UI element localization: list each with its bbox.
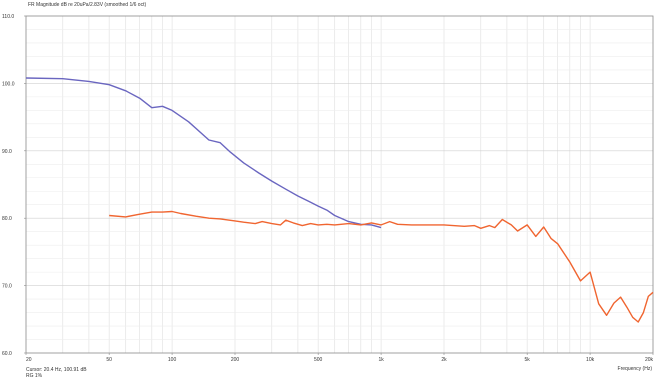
x-tick-label: 5k — [525, 357, 531, 363]
y-tick-label: 100.0 — [2, 81, 15, 87]
x-tick-label: 20 — [26, 357, 32, 363]
series-line-2 — [109, 210, 654, 323]
series-layer — [25, 77, 654, 323]
x-tick-label: 50 — [106, 357, 112, 363]
x-tick-label: 20k — [645, 357, 654, 363]
x-axis-label: Frequency (Hz) — [618, 366, 653, 372]
x-axis-ticks: 20 50 100 200 500 1k 2k 5k 10k 20k — [25, 353, 654, 363]
y-tick-label: 110.0 — [2, 14, 14, 20]
x-tick-label: 500 — [314, 357, 323, 363]
y-tick-label: 70.0 — [2, 284, 12, 290]
y-tick-label: 80.0 — [2, 216, 12, 222]
x-tick-label: 1k — [378, 357, 384, 363]
y-axis-ticks: 60.0 70.0 80.0 90.0 100.0 110.0 — [2, 14, 26, 357]
x-tick-label: 10k — [586, 357, 595, 363]
grid — [26, 16, 653, 353]
cursor-readout-secondary: RG 1% — [26, 373, 43, 379]
y-tick-label: 90.0 — [2, 149, 12, 155]
cursor-readout: Cursor: 20.4 Hz, 100.91 dB — [26, 367, 87, 373]
plot-frame — [25, 15, 654, 354]
series-line-1 — [25, 77, 382, 229]
x-tick-label: 100 — [168, 357, 177, 363]
x-tick-label: 2k — [441, 357, 447, 363]
y-tick-label: 60.0 — [2, 351, 12, 357]
x-tick-label: 200 — [231, 357, 240, 363]
chart-title: FR Magnitude dB re 20uPa/2.83V (smoothed… — [28, 2, 147, 8]
